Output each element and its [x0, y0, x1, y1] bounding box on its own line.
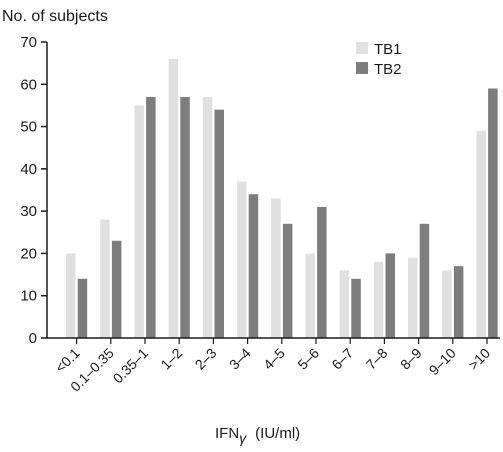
- bar-tb1-12: [476, 130, 486, 338]
- bar-tb2-6: [282, 223, 293, 338]
- bar-tb2-5: [248, 194, 259, 338]
- bar-tb1-9: [373, 261, 384, 338]
- bar-tb2-0: [77, 278, 88, 338]
- x-category-label: 1–2: [157, 345, 185, 373]
- bar-tb2-1: [111, 240, 122, 338]
- bar-tb2-9: [385, 253, 395, 338]
- x-axis-label: IFNγ (IU/ml): [215, 425, 300, 446]
- x-category-label: 9–10: [426, 345, 459, 378]
- bar-tb1-7: [305, 253, 315, 338]
- y-tick-label: 60: [20, 76, 37, 93]
- bar-tb2-10: [419, 223, 430, 338]
- y-tick-label: 0: [29, 330, 37, 347]
- legend-label-tb2: TB2: [374, 61, 402, 78]
- bar-tb1-2: [134, 105, 144, 338]
- bar-tb1-5: [237, 181, 247, 338]
- bar-tb2-8: [351, 278, 361, 338]
- bars: [66, 58, 498, 339]
- x-category-labels: <0.10.1–0.350.35–1 1–2 2–3 3–4 4–5 5–6 6–7 7–8 8…: [52, 338, 493, 395]
- bar-tb1-4: [202, 96, 213, 338]
- y-tick-label: 20: [20, 245, 37, 262]
- x-category-label: 6–7: [328, 345, 356, 373]
- bar-tb2-4: [214, 109, 224, 339]
- x-category-label: 8–9: [397, 345, 425, 373]
- y-tick-label: 50: [20, 119, 37, 136]
- x-category-label: 5–6: [294, 345, 322, 373]
- x-category-label: 7–8: [363, 345, 391, 373]
- bar-tb1-0: [66, 253, 76, 338]
- bar-tb2-3: [180, 96, 190, 338]
- bar-tb1-1: [100, 219, 110, 338]
- bar-tb1-10: [408, 257, 418, 338]
- bar-tb2-7: [317, 206, 327, 338]
- bar-tb2-11: [453, 266, 464, 338]
- bar-tb1-11: [442, 270, 452, 338]
- y-tick-label: 70: [20, 34, 37, 51]
- x-category-label: 4–5: [260, 345, 288, 373]
- bar-tb2-2: [146, 96, 156, 338]
- bar-tb1-3: [168, 58, 179, 339]
- legend: TB1 TB2: [356, 41, 402, 78]
- legend-swatch-tb2: [356, 62, 368, 74]
- y-tick-label: 30: [20, 203, 37, 220]
- bar-tb1-6: [271, 198, 281, 338]
- legend-label-tb1: TB1: [374, 41, 402, 58]
- x-category-label: 3–4: [226, 345, 254, 373]
- x-category-label: 0.35–1: [110, 345, 152, 387]
- legend-swatch-tb1: [356, 42, 368, 54]
- x-category-label: >10: [465, 345, 493, 373]
- y-axis-label: No. of subjects: [2, 8, 108, 25]
- y-tick-label: 40: [20, 161, 37, 178]
- x-category-label: 2–3: [192, 345, 220, 373]
- y-axis-ticks: 0 10 20 30 40 50 60 70: [20, 34, 47, 347]
- bar-tb1-8: [339, 270, 350, 338]
- y-tick-label: 10: [20, 288, 37, 305]
- bar-tb2-12: [488, 88, 498, 338]
